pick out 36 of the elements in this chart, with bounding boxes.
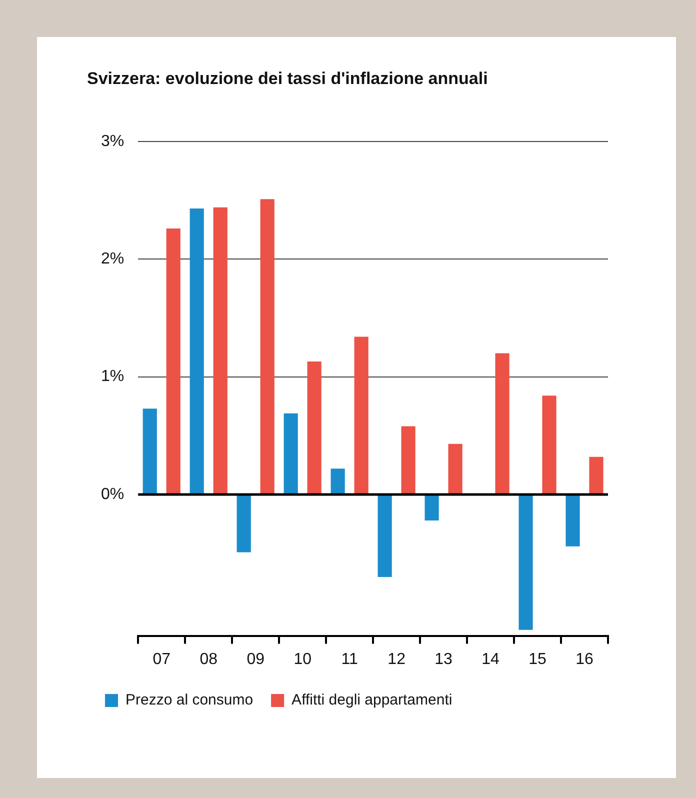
x-tick-label: 16: [576, 650, 594, 668]
x-tick-label: 11: [341, 650, 358, 668]
x-tick-label: 12: [388, 650, 406, 668]
bar: [213, 207, 228, 494]
bar: [401, 426, 416, 494]
y-tick-label: 3%: [101, 132, 124, 150]
legend-label: Prezzo al consumo: [126, 692, 254, 709]
bar: [495, 353, 510, 494]
x-tick-label: 07: [152, 650, 171, 668]
bar: [190, 208, 204, 494]
bar: [378, 495, 392, 577]
bar: [260, 199, 274, 494]
x-tick-label: 13: [434, 650, 453, 668]
x-tick-label: 10: [294, 650, 312, 668]
chart-title: Svizzera: evoluzione dei tassi d'inflazione annuali: [87, 68, 488, 88]
bar: [448, 444, 462, 494]
x-tick-label: 15: [528, 650, 547, 668]
bar: [424, 495, 439, 520]
x-tick-label: 09: [246, 650, 265, 668]
bar: [284, 413, 298, 494]
bar: [542, 396, 556, 494]
bar: [166, 228, 180, 494]
y-tick-label: 0%: [101, 486, 124, 503]
bar: [142, 408, 157, 494]
bar: [330, 468, 345, 494]
y-tick-label: 1%: [101, 368, 124, 386]
bar: [589, 456, 604, 494]
bar: [354, 336, 368, 494]
x-tick-label: 14: [482, 650, 500, 668]
bar: [236, 495, 251, 552]
legend-label: Affitti degli appartamenti: [292, 692, 452, 709]
x-tick-label: 08: [200, 650, 218, 668]
y-tick-label: 2%: [101, 250, 124, 268]
bar: [566, 495, 580, 546]
bar: [307, 362, 322, 494]
bar: [518, 495, 533, 630]
